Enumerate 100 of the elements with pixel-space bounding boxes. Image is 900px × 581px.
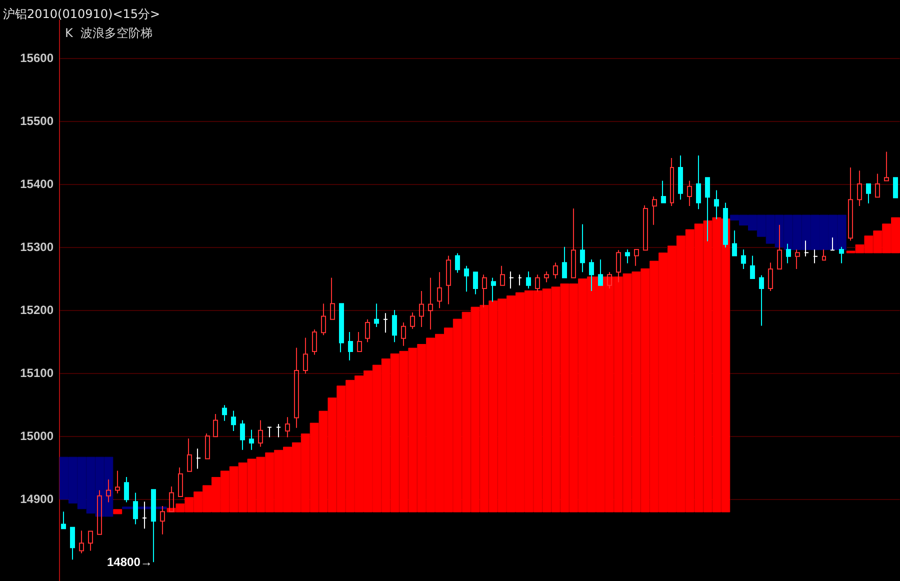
candlestick: [151, 489, 156, 563]
candlestick: [652, 196, 657, 226]
candlestick: [518, 274, 522, 286]
candlestick: [419, 290, 424, 328]
candlestick: [187, 438, 192, 472]
candlestick: [661, 180, 666, 204]
candlestick: [571, 208, 576, 278]
candlestick: [285, 416, 290, 438]
candlestick: [544, 271, 549, 283]
candlestick: [607, 272, 612, 290]
candlestick: [383, 312, 388, 334]
y-tick-label: 15100: [20, 366, 54, 380]
candlestick: [213, 413, 218, 438]
y-tick-label: 15200: [20, 302, 54, 317]
candlestick: [106, 479, 111, 503]
candlestick: [884, 151, 889, 182]
candlestick: [562, 246, 567, 278]
candlestick: [670, 158, 674, 206]
candlestick: [276, 424, 281, 438]
candlestick: [196, 448, 201, 470]
y-tick-label: 15400: [20, 176, 54, 191]
candlestick: [79, 530, 84, 554]
candlestick: [312, 328, 317, 356]
candlestick: [875, 173, 880, 198]
candlestick: [741, 248, 746, 270]
candlestick: [813, 248, 818, 264]
y-tick-label: 15600: [20, 50, 54, 65]
text: K 波浪多空阶梯: [65, 26, 152, 40]
candlestick: [88, 530, 93, 552]
candlestick: [723, 202, 728, 248]
y-tick-label: 15300: [20, 240, 54, 254]
candlestick: [616, 250, 621, 283]
candlestick: [70, 526, 75, 560]
candlestick: [160, 505, 165, 535]
candlestick: [267, 426, 272, 438]
candlestick: [357, 332, 362, 352]
candlestick: [446, 255, 451, 305]
candlestick: [365, 318, 370, 343]
candlestick: [535, 274, 540, 292]
candlestick: [482, 274, 487, 308]
candlestick: [589, 259, 594, 292]
candlestick: [759, 274, 764, 326]
candlestick: [428, 277, 433, 330]
candlestick: [822, 248, 826, 261]
candlestick: [401, 322, 406, 346]
candlestick: [580, 224, 585, 273]
candlestick: [437, 272, 442, 309]
candlestick: [598, 259, 603, 286]
candlestick: [339, 303, 344, 353]
bar: [113, 509, 122, 514]
candlestick: [115, 470, 120, 494]
candlestick: [795, 248, 800, 270]
candlestick: [205, 433, 210, 460]
candlestick: [732, 230, 737, 256]
candlestick: [634, 248, 639, 266]
annotation: 14800→: [107, 555, 152, 570]
candlestick: [231, 410, 236, 432]
candlestick: [714, 190, 719, 220]
candlestick: [303, 337, 308, 374]
candlestick: [473, 272, 478, 295]
candlestick: [500, 265, 505, 286]
candlestick: [705, 177, 710, 242]
candlestick: [178, 467, 183, 498]
candlestick: [750, 255, 755, 279]
candlestick: [893, 177, 898, 198]
candlestick: [786, 243, 791, 264]
candlestick: [696, 155, 701, 210]
candlestick: [97, 490, 102, 535]
candlestick: [348, 332, 353, 361]
candlestick: [374, 303, 379, 328]
chart-title: 沪铝2010(010910)<15分>: [3, 7, 160, 21]
y-tick-label: 15000: [20, 429, 54, 444]
candlestick: [222, 404, 227, 422]
candlestick: [330, 277, 335, 320]
candlestick: [866, 183, 871, 204]
candlestick: [258, 420, 263, 448]
candlestick: [392, 309, 397, 343]
candlestick: [142, 501, 147, 530]
candlestick: [804, 240, 809, 257]
y-tick-label: 14900: [20, 492, 54, 506]
candlestick: [553, 262, 558, 279]
candlestick: [768, 262, 773, 292]
candlestick: [625, 248, 630, 264]
candlestick: [61, 511, 66, 530]
candlestick: [509, 271, 514, 290]
candlestick: [240, 420, 245, 450]
candlestick: [857, 170, 862, 206]
candlestick: [777, 224, 782, 270]
candlestick: [526, 271, 531, 290]
candlestick: [249, 429, 254, 450]
candlestick: [410, 312, 415, 330]
y-tick-label: 15500: [20, 114, 54, 128]
candlestick: [687, 180, 692, 206]
candlestick: [133, 492, 138, 525]
candlestick: [848, 167, 853, 242]
candlestick: [464, 265, 469, 292]
candlestick: [491, 277, 496, 302]
candlestick: [830, 236, 835, 251]
candlestick: [321, 303, 326, 336]
candlestick: [839, 246, 844, 264]
